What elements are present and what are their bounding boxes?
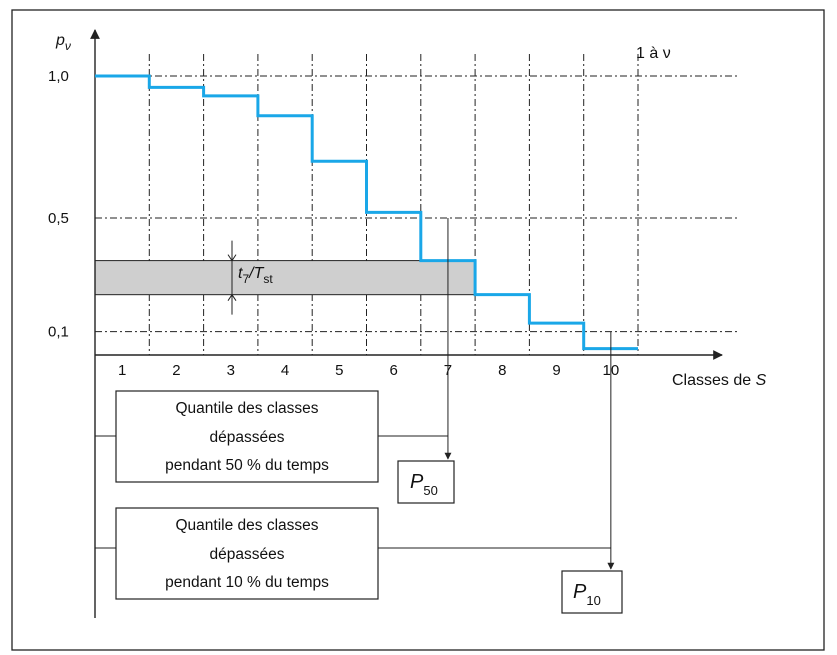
y-tick-label-2: 0,1 [48,324,69,341]
y-tick-label-1: 0,5 [48,210,69,227]
quantile-annotations [95,218,615,570]
q50-line-3: pendant 50 % du temps [165,457,329,474]
band-label-num: t [238,265,243,282]
x-axis-label-var: S [756,372,767,389]
result-box-p50: P50 [397,460,455,504]
x-axis-label: Classes de S [672,372,767,389]
band-arrow-top [227,254,237,262]
axes [90,29,723,618]
svg-text:P50: P50 [410,471,438,498]
band-rect [94,260,476,296]
p10-main: P [573,581,587,603]
step-line [95,74,638,351]
band-arrow-bottom [227,293,237,301]
x-tick-label-3: 3 [227,362,235,379]
q50-line-1: Quantile des classes [175,400,318,417]
band-label-slash: / [248,265,255,282]
p50-sub: 50 [423,483,437,498]
q10-line-2: dépassées [210,546,285,563]
x-tick-label-9: 9 [552,362,560,379]
grid-lines [95,54,740,355]
p50-main: P [410,471,424,493]
quantile-box-50: Quantile des classes dépassées pendant 5… [115,390,379,483]
svg-text:P10: P10 [573,581,601,608]
y-axis-label-sub: ν [65,39,71,53]
x-axis-label-prefix: Classes de [672,372,756,389]
y-axis-label-main: p [55,32,65,49]
y-axis-label: pν [55,32,71,53]
band-label: t7/Tst [238,265,273,286]
q50-line-2: dépassées [210,429,285,446]
band-layer [94,240,476,315]
q10-line-3: pendant 10 % du temps [165,574,329,591]
band-label-num-sub: 7 [242,272,249,286]
x-tick-label-6: 6 [389,362,397,379]
band-label-den-sub: st [263,272,273,286]
x-tick-label-2: 2 [172,362,180,379]
q10-line-1: Quantile des classes [175,517,318,534]
band-label-den: T [254,265,265,282]
y-tick-label-0: 1,0 [48,68,69,85]
figure-frame [11,9,825,651]
x-tick-label-4: 4 [281,362,289,379]
result-box-p10: P10 [561,570,623,614]
x-tick-label-8: 8 [498,362,506,379]
x-tick-label-5: 5 [335,362,343,379]
tick-labels: 1,00,50,11 2 3 4 5 6 7 8 9 10 [48,68,619,379]
step-series [95,74,638,351]
corner-label: 1 à ν [636,45,671,62]
quantile-box-10: Quantile des classes dépassées pendant 1… [115,507,379,600]
x-tick-label-1: 1 [118,362,126,379]
p10-sub: 10 [586,593,600,608]
